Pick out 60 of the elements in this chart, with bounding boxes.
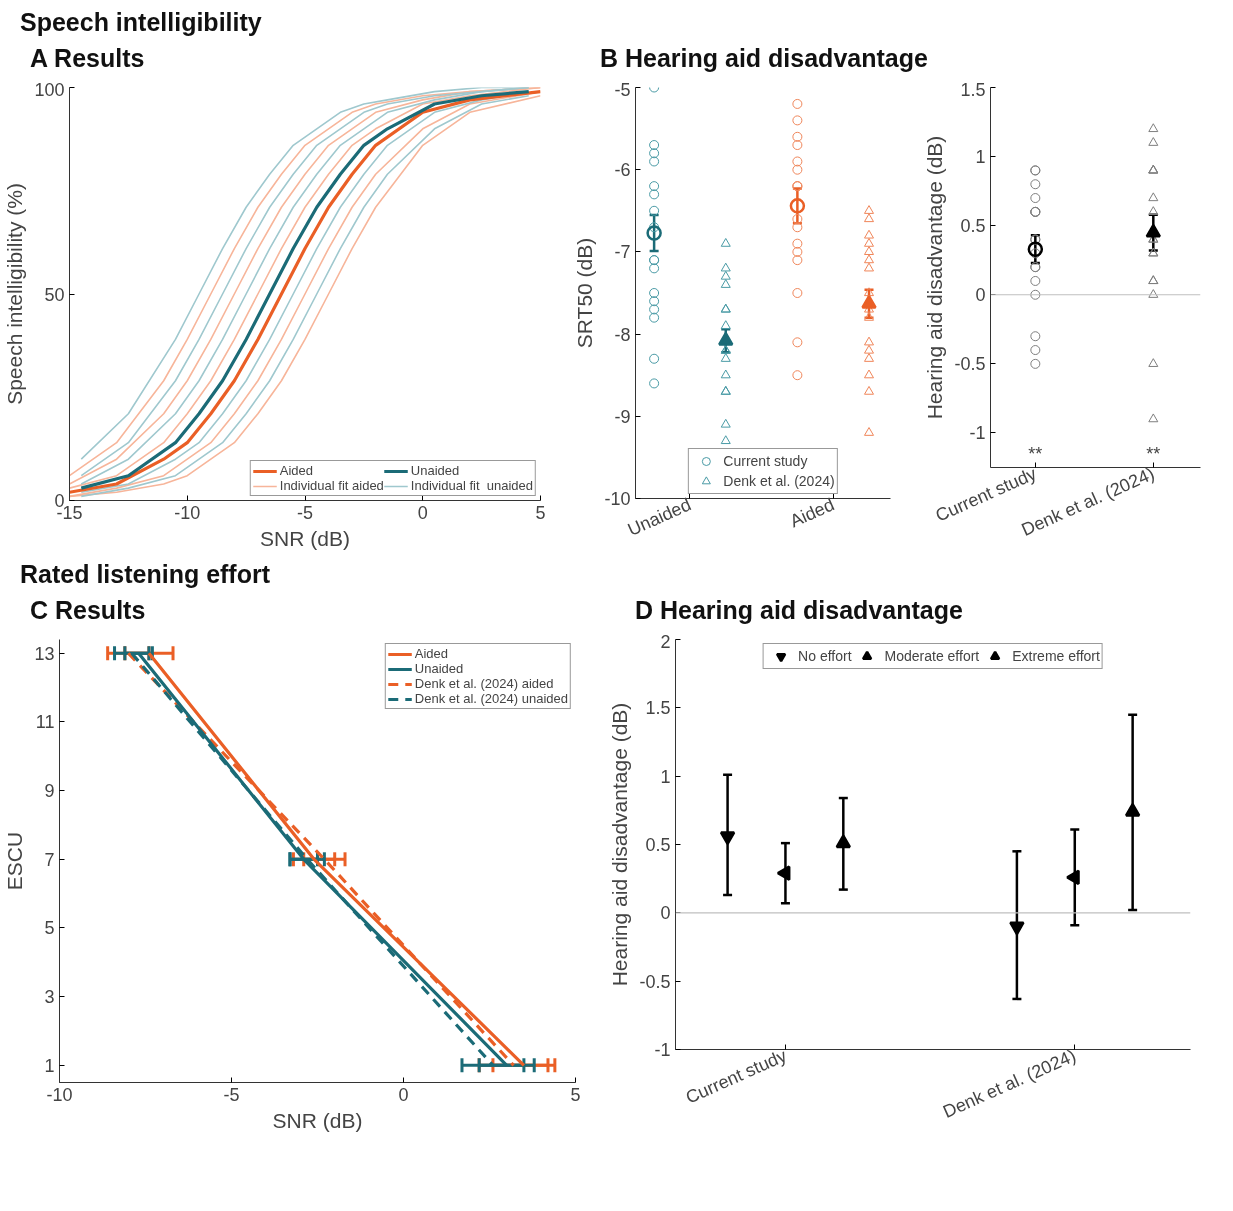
annotation: ** xyxy=(1028,443,1043,464)
y-tick-label: -6 xyxy=(614,160,631,181)
y-tick-label: -0.5 xyxy=(954,354,986,375)
y-tick-label: 2 xyxy=(660,631,671,652)
y-tick-label: 0.5 xyxy=(645,835,671,855)
y-tick-label: 7 xyxy=(44,849,55,870)
x-tick-label: 0 xyxy=(417,502,428,523)
legend-label: Moderate effort xyxy=(884,647,980,665)
text: Rated listening effort xyxy=(20,559,271,590)
y-tick-label: 11 xyxy=(35,712,55,733)
text: Speech intelligibility xyxy=(20,7,262,38)
x-tick-label: 0 xyxy=(398,1084,409,1105)
y-axis-title: Hearing aid disadvantage (dB) xyxy=(608,702,632,987)
legend-label: Individual fit unaided xyxy=(410,478,533,493)
chart-title: B Hearing aid disadvantage xyxy=(600,42,928,74)
chart-title: C Results xyxy=(30,594,147,626)
legend-label: Extreme effort xyxy=(1012,647,1100,665)
x-tick-label: Aided xyxy=(787,494,838,532)
y-tick-label: -1 xyxy=(654,1040,671,1060)
annotation: ** xyxy=(1146,443,1161,464)
y-tick-label: 0 xyxy=(660,903,671,924)
legend-label: Aided xyxy=(414,646,449,661)
legend-label: Unaided xyxy=(414,661,464,676)
y-tick-label: -5 xyxy=(614,79,631,100)
legend-label: Denk et al. (2024) unaided xyxy=(414,691,568,706)
y-tick-label: 50 xyxy=(44,284,65,305)
y-tick-label: -0.5 xyxy=(639,971,671,992)
y-tick-label: 100 xyxy=(34,79,65,100)
x-tick-label: -5 xyxy=(223,1084,240,1105)
y-tick-label: 1.5 xyxy=(645,698,671,719)
y-axis-title: ESCU xyxy=(3,831,27,891)
y-tick-label: 1 xyxy=(660,766,671,787)
y-tick-label: 9 xyxy=(44,781,55,802)
y-tick-label: 13 xyxy=(34,643,55,664)
y-tick-label: -9 xyxy=(614,406,631,427)
chart-title: D Hearing aid disadvantage xyxy=(635,594,963,626)
x-tick-label: 5 xyxy=(570,1084,581,1105)
y-tick-label: -8 xyxy=(614,324,631,345)
y-tick-label: 0 xyxy=(975,285,986,306)
chart-title: A Results xyxy=(30,42,146,74)
y-axis-title: SRT50 (dB) xyxy=(573,237,597,349)
y-tick-label: 0.5 xyxy=(960,216,986,237)
y-tick-label: 1.5 xyxy=(960,79,986,100)
x-tick-label: -5 xyxy=(297,502,314,523)
y-tick-label: 1 xyxy=(975,147,986,168)
x-axis-title: SNR (dB) xyxy=(260,526,350,550)
y-tick-label: 5 xyxy=(44,918,55,939)
y-tick-label: 3 xyxy=(44,987,55,1008)
y-axis-title: Hearing aid disadvantage (dB) xyxy=(923,135,947,420)
legend-label: Current study xyxy=(723,452,808,470)
x-tick-label: -10 xyxy=(174,502,201,523)
y-tick-label: -1 xyxy=(969,423,986,444)
x-axis-title: SNR (dB) xyxy=(272,1108,363,1132)
legend-label: Denk et al. (2024) aided xyxy=(414,676,554,691)
x-tick-label: 5 xyxy=(535,502,546,523)
legend-label: Individual fit aided xyxy=(279,478,384,493)
y-tick-label: -7 xyxy=(614,242,631,263)
y-axis-title: Speech intelligibility (%) xyxy=(3,183,27,405)
legend-label: No effort xyxy=(798,647,852,665)
y-tick-label: 1 xyxy=(44,1055,55,1076)
